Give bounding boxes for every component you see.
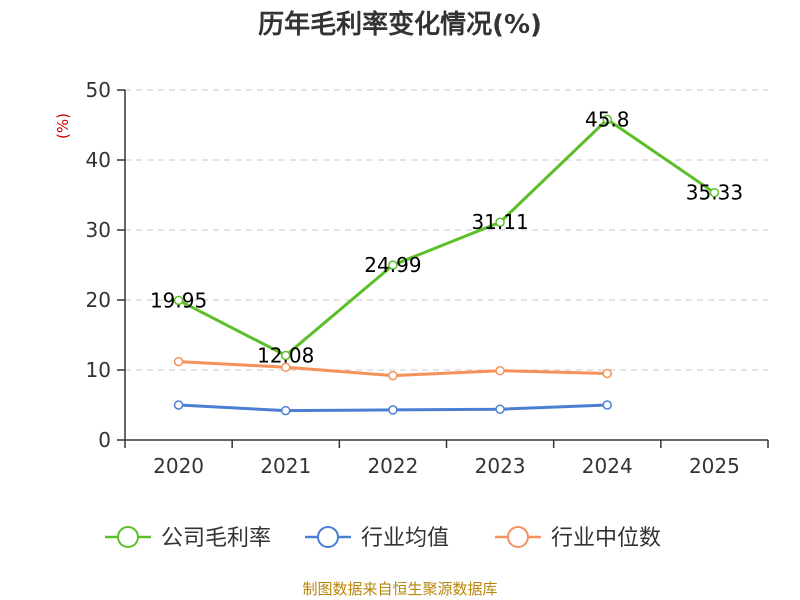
legend-marker [117, 526, 139, 548]
data-label: 12.08 [257, 343, 314, 367]
data-point [602, 114, 612, 125]
legend-marker [507, 526, 529, 548]
series-2 [173, 400, 612, 416]
axes: 0 10 20 30 40 50 2020 2021 2022 2023 2024 2025 [86, 78, 769, 478]
x-tick-label: 2024 [582, 454, 633, 478]
y-tick-label: 0 [98, 428, 111, 452]
y-tick-label: 20 [86, 288, 111, 312]
legend-item-1: 公司毛利率 [105, 526, 271, 551]
data-point [602, 368, 612, 379]
data-point [495, 365, 505, 376]
x-tick-label: 2022 [367, 454, 418, 478]
series [173, 114, 720, 416]
data-label: 31.11 [471, 210, 528, 234]
gridlines [125, 89, 768, 371]
x-tick-label: 2025 [689, 454, 740, 478]
legend: 公司毛利率 行业均值 行业中位数 [105, 526, 661, 551]
data-point [388, 405, 398, 415]
y-axis-label: (%) [54, 113, 72, 139]
data-label: 19.95 [150, 288, 207, 312]
y-tick-label: 30 [86, 218, 111, 242]
legend-item-3: 行业中位数 [495, 526, 661, 551]
legend-label: 行业中位数 [551, 526, 661, 551]
data-point [173, 295, 184, 306]
y-tick-label: 10 [86, 358, 111, 382]
data-point [495, 217, 505, 227]
x-tick-label: 2020 [153, 454, 204, 478]
data-point [281, 405, 291, 416]
source-note: 制图数据来自恒生聚源数据库 [302, 580, 497, 598]
legend-marker [317, 526, 339, 548]
data-point [709, 187, 720, 198]
data-label: 24.99 [364, 253, 421, 277]
data-point [173, 356, 184, 367]
data-point [602, 400, 612, 410]
data-point [388, 260, 398, 270]
legend-label: 公司毛利率 [161, 526, 271, 551]
data-point [388, 370, 398, 381]
data-label: 45.8 [585, 107, 630, 131]
x-tick-label: 2021 [260, 454, 311, 478]
data-label: 35.33 [686, 181, 743, 205]
data-point [281, 362, 291, 372]
legend-label: 行业均值 [361, 526, 449, 551]
y-tick-label: 50 [86, 78, 111, 102]
data-point [173, 400, 184, 410]
x-tick-label: 2023 [475, 454, 526, 478]
chart-title: 历年毛利率变化情况(%) [258, 9, 542, 40]
series-1 [173, 114, 720, 361]
data-labels: 19.95 12.08 24.99 31.11 45.8 35.33 [150, 107, 743, 367]
legend-item-2: 行业均值 [305, 526, 449, 551]
series-line [177, 117, 716, 357]
data-point [281, 350, 291, 361]
series-3 [173, 356, 612, 381]
data-point [495, 404, 505, 414]
y-tick-label: 40 [86, 148, 111, 172]
